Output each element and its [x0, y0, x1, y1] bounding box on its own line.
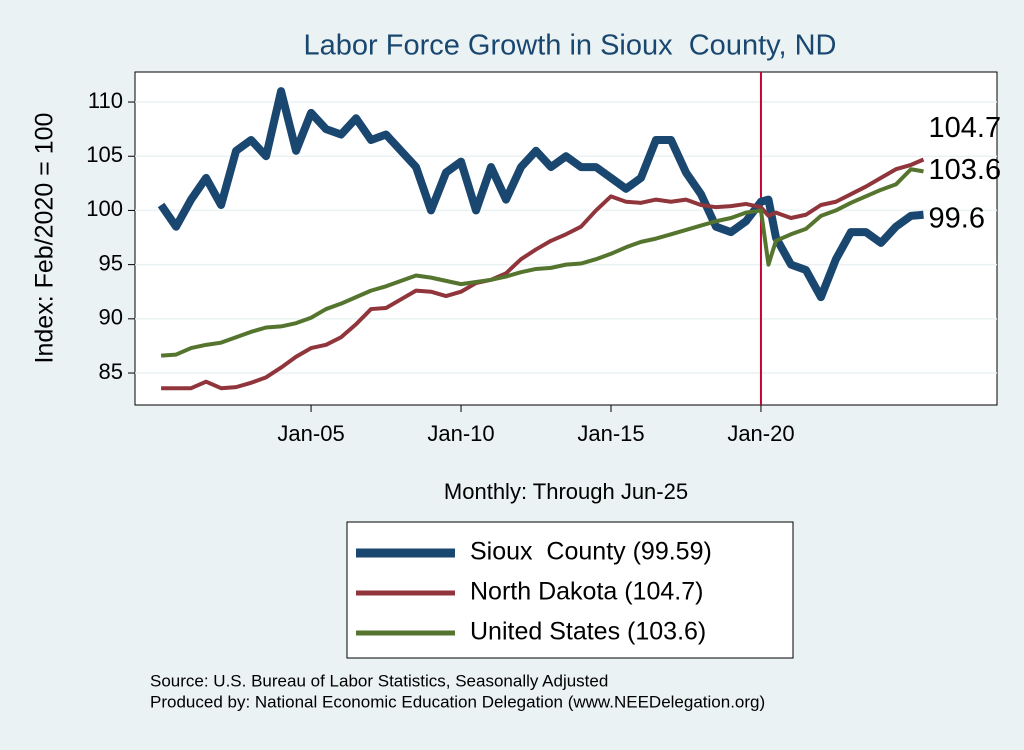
y-tick-label: 85 [99, 359, 123, 384]
plot-area [134, 71, 998, 406]
y-axis-label: Index: Feb/2020 = 100 [31, 113, 59, 364]
x-axis-label: Monthly: Through Jun-25 [444, 479, 688, 504]
x-tick-label: Jan-15 [577, 421, 644, 446]
source-note: Produced by: National Economic Education… [150, 692, 765, 711]
end-label: 99.6 [929, 202, 985, 234]
legend-label: North Dakota (104.7) [470, 578, 703, 606]
x-tick-label: Jan-10 [427, 421, 494, 446]
legend-label: Sioux County (99.59) [470, 538, 712, 566]
chart-title: Labor Force Growth in Sioux County, ND [304, 30, 837, 62]
series-line [161, 157, 925, 391]
source-note: Source: U.S. Bureau of Labor Statistics,… [150, 671, 608, 690]
legend-label: United States (103.6) [470, 618, 706, 646]
x-tick-label: Jan-05 [277, 421, 344, 446]
y-tick-label: 110 [88, 88, 123, 113]
x-tick-label: Jan-20 [727, 421, 794, 446]
series-line [157, 87, 924, 302]
y-tick-label: 95 [99, 250, 123, 275]
end-label: 104.7 [929, 112, 1002, 144]
y-tick-label: 100 [86, 196, 123, 221]
series-line [160, 167, 924, 358]
y-tick-label: 90 [99, 305, 123, 330]
y-tick-label: 105 [86, 142, 123, 167]
end-label: 103.6 [929, 154, 1002, 186]
